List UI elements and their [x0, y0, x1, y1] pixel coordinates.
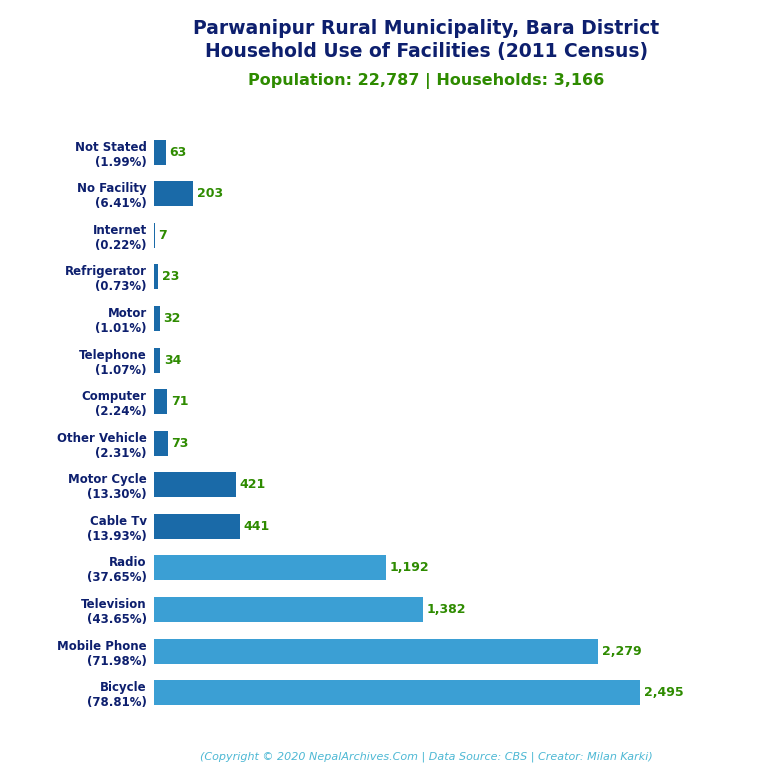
Bar [154, 680, 641, 705]
Text: 441: 441 [243, 520, 270, 533]
Text: 2,495: 2,495 [644, 686, 684, 699]
Text: 1,192: 1,192 [389, 561, 429, 574]
Bar [154, 140, 166, 164]
Bar [154, 431, 168, 455]
Bar [154, 514, 240, 539]
Text: (Copyright © 2020 NepalArchives.Com | Data Source: CBS | Creator: Milan Karki): (Copyright © 2020 NepalArchives.Com | Da… [200, 751, 653, 762]
Text: Household Use of Facilities (2011 Census): Household Use of Facilities (2011 Census… [205, 42, 647, 61]
Text: 1,382: 1,382 [427, 603, 466, 616]
Bar [154, 181, 194, 206]
Text: 63: 63 [170, 146, 187, 159]
Bar [154, 348, 161, 372]
Text: 2,279: 2,279 [602, 644, 641, 657]
Text: 203: 203 [197, 187, 223, 200]
Bar [154, 306, 160, 331]
Text: 32: 32 [164, 312, 180, 325]
Text: 421: 421 [240, 478, 266, 492]
Bar [154, 472, 236, 497]
Text: 34: 34 [164, 353, 181, 366]
Text: 23: 23 [161, 270, 179, 283]
Text: 7: 7 [158, 229, 167, 242]
Text: Population: 22,787 | Households: 3,166: Population: 22,787 | Households: 3,166 [248, 73, 604, 89]
Bar [154, 639, 598, 664]
Text: 73: 73 [171, 437, 189, 450]
Bar [154, 223, 155, 248]
Bar [154, 264, 158, 290]
Bar [154, 389, 167, 414]
Bar [154, 555, 386, 581]
Text: Parwanipur Rural Municipality, Bara District: Parwanipur Rural Municipality, Bara Dist… [194, 19, 659, 38]
Bar [154, 597, 423, 622]
Text: 71: 71 [171, 395, 188, 408]
